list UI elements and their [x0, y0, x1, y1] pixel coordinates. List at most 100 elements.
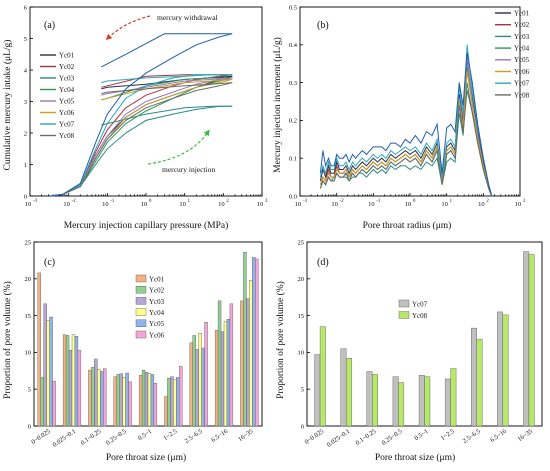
panel-b-series-line-yc06: [319, 71, 493, 197]
panel-c-bar-yc05: [100, 371, 104, 427]
panel-c-legend-swatch: [135, 308, 147, 316]
panel-b-ytick-label: 0.2: [289, 118, 297, 125]
panel-d-category-label: 0.1~0.25: [355, 428, 378, 447]
panel-c-bar-yc01: [62, 334, 67, 427]
panel-b-series-line-extra: [319, 52, 493, 197]
panel-a-injection-line-extra: [50, 33, 233, 197]
panel-d-bar-yc07: [523, 251, 530, 427]
panel-c-bar-yc06: [229, 303, 234, 427]
panel-a-xtick-label: 10: [141, 201, 148, 208]
panel-c-bar-yc03: [195, 349, 199, 427]
panel-c-bar-yc03: [119, 373, 123, 427]
panel-b-legend-label: Yc02: [514, 21, 530, 29]
panel-c-legend-swatch: [135, 319, 147, 327]
panel-c-bar-yc06: [77, 349, 82, 427]
panel-a: (a) 10 -3 10 -2 10 -1 10 0 10 1 10 2 10 30123456Yc01Y…: [2, 4, 268, 231]
panel-c-ytick-label: 5: [28, 387, 31, 394]
panel-c-legend-label: Yc04: [149, 309, 165, 317]
panel-d-category-label: 2.5~6.5: [462, 428, 482, 445]
panel-c-bar-yc04: [71, 334, 76, 427]
panel-a-withdrawal-line-yc03: [101, 105, 233, 126]
panel-c-category-label: 0.025~0.1: [52, 428, 78, 449]
panel-a-xtick-label: 10: [63, 201, 70, 208]
panel-c-ytick-label: 20: [25, 276, 32, 283]
withdrawal-annotation: mercury withdrawal: [157, 13, 218, 22]
panel-c-xlabel: Pore throat size (μm): [106, 452, 186, 463]
panel-c-legend-label: Yc01: [149, 275, 165, 283]
panel-a-xtick-exp: -3: [33, 199, 38, 204]
panel-b-xtick-exp: -2: [340, 199, 345, 204]
panel-c-plot: 0 5 10 15 20 25 0~0.025 0.025~0.1 0.1~0.25 0.25~0…: [25, 239, 263, 449]
panel-c-legend-swatch: [135, 286, 147, 294]
panel-c-bar-yc03: [144, 372, 149, 427]
panel-c-bar-yc06: [204, 322, 208, 427]
panel-c-bar-yc04: [249, 280, 253, 427]
panel-b-legend-label: Yc06: [514, 68, 530, 76]
panel-c-bar-yc03: [220, 331, 225, 427]
panel-b-legend-label: Yc03: [514, 33, 530, 41]
panel-c-bar-yc05: [125, 372, 129, 427]
panel-d-legend-swatch: [398, 299, 410, 308]
panel-b-legend-label: Yc04: [514, 45, 530, 53]
panel-a-withdrawal-line-yc08: [101, 82, 233, 95]
panel-c-bar-yc04: [122, 377, 126, 427]
panel-c-ytick-label: 15: [25, 313, 32, 320]
panel-d-bar-yc07: [314, 354, 321, 427]
panel-d-bar-yc08: [319, 326, 326, 427]
panel-c-bar-yc02: [243, 252, 247, 427]
panel-c-ytick-label: 0: [28, 423, 31, 430]
panel-a-legend-label: Yc05: [59, 97, 75, 105]
panel-c-legend-swatch: [135, 330, 147, 339]
panel-c-bar-yc04: [147, 373, 152, 427]
panel-a-legend-label: Yc02: [59, 63, 75, 71]
panel-c-category-label: 0.25~0.5: [105, 428, 128, 447]
panel-c-bar-yc04: [223, 321, 228, 427]
panel-a-ytick-label: 2: [24, 130, 27, 137]
panel-d-bar-yc07: [366, 371, 373, 427]
panel-d-bar-yc07: [497, 311, 504, 427]
panel-c-bar-yc03: [43, 303, 47, 427]
panel-d-legend-swatch: [398, 311, 410, 319]
panel-a-xtick-exp: -1: [110, 199, 115, 204]
panel-c-bar-yc01: [113, 376, 117, 427]
panel-c-category-label: 1~2.5: [162, 428, 178, 442]
panel-a-injection-line-yc06: [50, 78, 233, 197]
panel-c-bar-yc02: [40, 377, 44, 427]
panel-c-bar-yc02: [167, 377, 171, 427]
panel-d-bar-yc08: [398, 382, 405, 427]
panel-b-xtick-exp: 2: [486, 199, 489, 204]
panel-c-legend-swatch: [135, 274, 147, 283]
panel-b-ytick-label: 0.3: [289, 80, 297, 87]
panel-a-xtick-exp: 2: [226, 199, 229, 204]
panel-c-bar-yc01: [88, 369, 92, 427]
withdrawal-arrow: [105, 15, 151, 41]
panel-d-bar-yc07: [471, 327, 477, 427]
panel-a-injection-line-yc04: [50, 77, 233, 197]
panel-a-ytick-label: 1: [24, 162, 27, 169]
panel-d-category-label: 0.25~0.5: [381, 428, 404, 447]
panel-a-legend-label: Yc08: [59, 132, 75, 140]
panel-a-xtick-exp: -2: [72, 199, 77, 204]
panel-d-category-label: 16~35: [517, 428, 535, 443]
panel-c-bar-yc02: [192, 335, 196, 427]
panel-d-bar-yc07: [340, 348, 347, 427]
panel-b-xtick-label: 10: [441, 201, 448, 208]
panel-c-bar-yc02: [91, 366, 95, 427]
panel-a-ytick-label: 0: [24, 193, 27, 200]
panel-a-xtick-exp: 1: [188, 199, 191, 204]
panel-b-xtick-label: 10: [295, 201, 302, 208]
panel-c-ylabel: Proportion of pore volume (%): [2, 281, 13, 399]
panel-d-ylabel: Proportion of pore volume (%): [275, 281, 286, 399]
panel-d-legend-label: Yc08: [412, 312, 428, 320]
panel-c-bar-yc05: [201, 347, 205, 427]
panel-a-legend-label: Yc03: [59, 74, 75, 82]
panel-d-bar-yc08: [502, 314, 509, 427]
panel-b-series-line-yc01: [319, 59, 493, 197]
panel-c-bar-yc01: [37, 272, 41, 427]
panel-c-bar-yc04: [198, 333, 202, 427]
panel-c-bar-yc02: [141, 369, 146, 427]
panel-c-bar-yc05: [176, 377, 180, 427]
panel-a-xtick-exp: 3: [265, 199, 268, 204]
panel-a-xtick-label: 10: [102, 201, 109, 208]
